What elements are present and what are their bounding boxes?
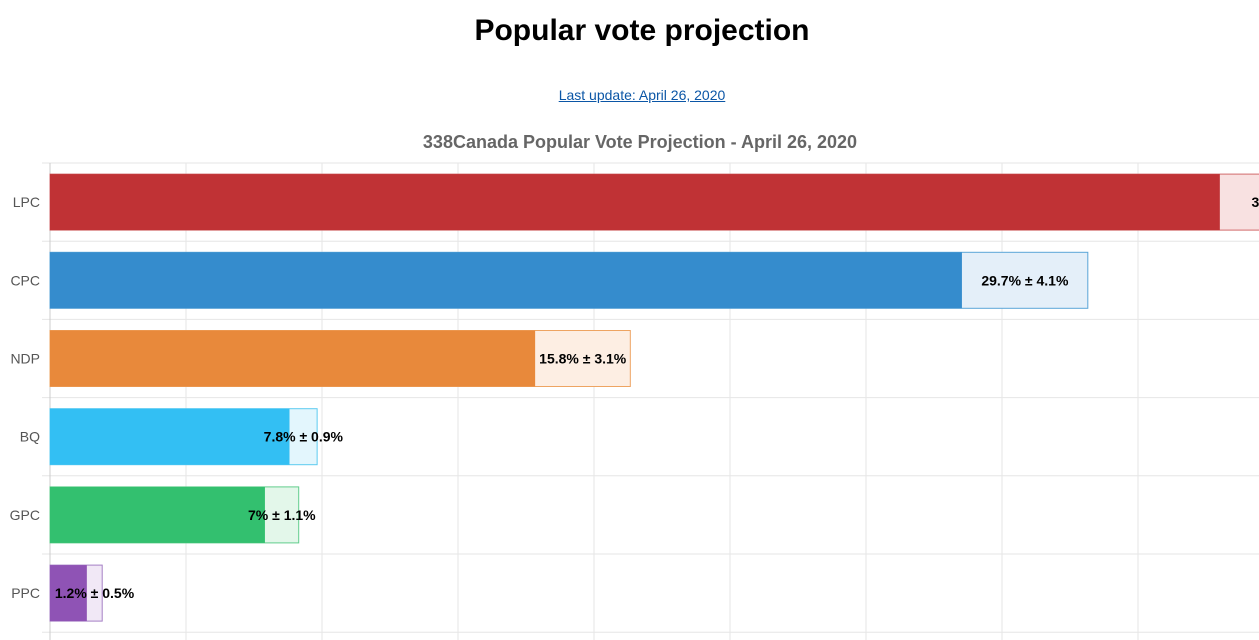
tick-label-bq: BQ	[20, 429, 40, 445]
bar-projection-lpc	[50, 174, 1220, 231]
data-label-cpc: 29.7% ± 4.1%	[981, 272, 1069, 288]
bar-projection-ndp	[50, 330, 536, 387]
tick-label-ppc: PPC	[11, 585, 40, 601]
chart-bars	[49, 173, 1259, 622]
tick-label-cpc: CPC	[10, 272, 40, 288]
chart-labels: LPC 38.1% ± 4.9% CPC 29.7% ± 4.1% NDP 15.8% ±…	[10, 194, 1259, 601]
last-update-link-wrap: Last update: April 26, 2020	[0, 87, 1259, 103]
tick-label-ndp: NDP	[10, 351, 40, 367]
tick-label-gpc: GPC	[10, 507, 40, 523]
data-label-bq: 7.8% ± 0.9%	[264, 429, 344, 445]
data-label-lpc: 38.1% ± 4.9%	[1252, 194, 1259, 210]
bar-projection-bq	[50, 408, 290, 465]
tick-label-lpc: LPC	[13, 194, 40, 210]
chart-grid	[42, 162, 1259, 640]
bar-projection-cpc	[50, 252, 962, 309]
data-label-ppc: 1.2% ± 0.5%	[55, 585, 135, 601]
last-update-link[interactable]: Last update: April 26, 2020	[558, 87, 726, 103]
data-label-ndp: 15.8% ± 3.1%	[539, 351, 627, 367]
bar-projection-gpc	[50, 486, 265, 543]
page-title: Popular vote projection	[474, 14, 810, 47]
chart-title: 338Canada Popular Vote Projection - Apri…	[423, 132, 857, 152]
data-label-gpc: 7% ± 1.1%	[248, 507, 316, 523]
bar-projection-ppc	[50, 565, 87, 622]
